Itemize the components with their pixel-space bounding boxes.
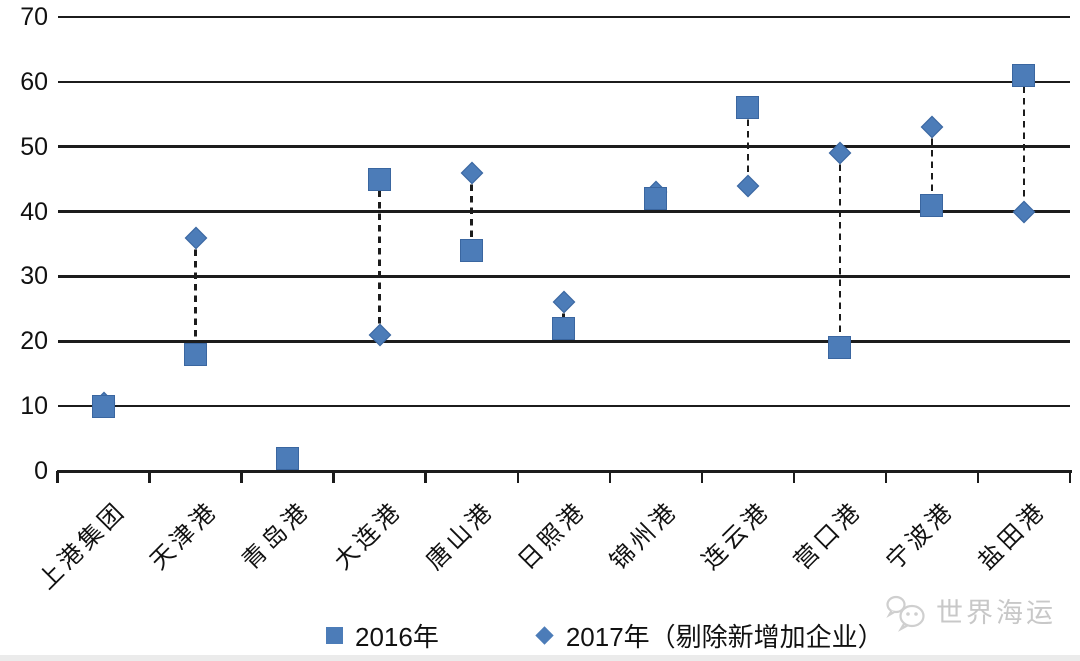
data-point-2016 [92,394,116,418]
legend-label-2016: 2016年 [355,622,439,652]
y-axis-label: 60 [20,67,48,96]
x-category-label: 唐山港 [420,496,500,576]
x-axis-line [56,469,1072,473]
connector-line [746,107,750,186]
x-category-label: 天津港 [144,496,224,576]
x-category-label: 连云港 [697,496,776,576]
data-point-2016 [736,96,760,120]
x-category-label: 盐田港 [973,496,1052,576]
data-point-2017 [736,174,760,197]
data-point-2017 [460,161,484,184]
grid-line [57,210,1070,213]
x-axis-tick [1068,471,1072,483]
connector-line [930,127,934,206]
y-axis-label: 10 [20,392,48,421]
wechat-icon [884,594,930,646]
data-point-2016 [828,336,852,360]
connector-line [194,237,197,355]
x-category-label: 宁波港 [881,496,960,576]
legend-item-2017: 2017年（剔除新增加企业） [535,617,884,654]
data-point-2016 [276,446,300,470]
x-category-label: 青岛港 [236,496,316,576]
x-axis-tick [56,471,59,483]
data-point-2016 [368,167,392,191]
grid-line [57,80,1070,84]
data-point-2016 [920,193,944,217]
x-category-label: 日照港 [512,496,592,576]
x-axis-tick [976,471,980,483]
connector-line [470,172,473,251]
bottom-edge-strip [0,655,1080,661]
legend-label-2017: 2017年（剔除新增加企业） [565,622,884,652]
legend-item-2016: 2016年 [326,617,439,654]
connector-line [1022,75,1026,212]
grid-line [57,145,1070,148]
data-point-2017 [368,323,391,347]
y-axis-label: 20 [20,327,48,356]
x-axis-tick [700,471,704,483]
x-category-label: 营口港 [789,496,868,576]
data-point-2017 [184,226,207,249]
x-axis-tick [332,471,335,483]
x-axis-tick [148,471,151,483]
watermark-text: 世界海运 [936,598,1056,628]
x-category-label: 大连港 [328,496,408,576]
x-axis-tick [424,471,427,483]
grid-line [57,275,1070,278]
x-category-label: 锦州港 [604,496,684,576]
diamond-marker-icon [535,626,554,645]
data-point-2016 [184,342,208,366]
x-axis-tick [240,471,243,483]
grid-line [57,339,1070,343]
x-category-label: 上港集团 [32,496,132,595]
data-point-2017 [552,291,576,314]
watermark: 世界海运 [884,594,1056,646]
x-axis-tick [792,471,796,483]
x-axis-tick [608,471,612,483]
grid-line [57,15,1070,19]
x-axis-tick [884,471,888,483]
y-axis-label: 30 [20,262,48,291]
y-axis-label: 40 [20,197,48,226]
connector-line [378,179,381,335]
connector-line [838,153,842,348]
data-point-2016 [1012,63,1036,87]
y-axis-label: 70 [20,3,48,31]
data-point-2016 [460,238,484,262]
x-axis-tick [516,471,520,483]
y-axis-label: 50 [20,132,48,161]
chart-legend: 2016年 2017年（剔除新增加企业） [326,617,884,654]
data-point-2017 [1012,200,1036,223]
data-point-2017 [920,115,944,139]
y-axis-label: 0 [34,457,48,485]
connector-line [562,302,566,329]
data-point-2016 [644,187,668,211]
grid-line [57,404,1070,408]
square-marker-icon [326,627,343,644]
data-point-2016 [552,316,576,340]
